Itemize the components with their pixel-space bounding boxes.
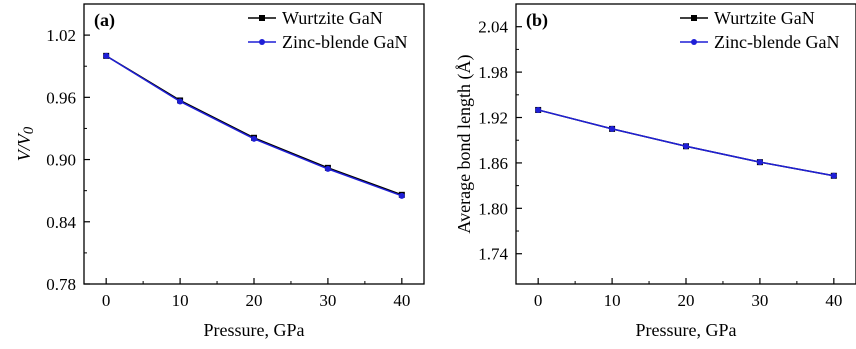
series-zincblende: [103, 52, 405, 199]
x-tick-label: 20: [246, 291, 263, 310]
series-line: [537, 109, 834, 177]
y-tick-label: 1.80: [478, 199, 508, 218]
data-point: [324, 165, 331, 172]
y-axis-title-subscript: 0: [21, 126, 37, 134]
legend: Wurtzite GaN Zinc-blende GaN: [680, 8, 839, 52]
series-line: [537, 109, 834, 177]
legend: Wurtzite GaN Zinc-blende GaN: [248, 8, 407, 52]
data-point: [103, 52, 110, 59]
y-tick-label: 1.02: [46, 26, 76, 45]
y-tick-label: 1.74: [478, 245, 508, 264]
y-tick-label: 1.86: [478, 154, 508, 173]
data-point: [683, 143, 689, 150]
y-tick-label: 2.04: [478, 18, 508, 37]
panel-a: 0 10 20 30 40 0.78 0.84 0.90 0.96 1.02 Pressure, G…: [14, 3, 425, 340]
x-tick-label: 10: [172, 291, 189, 310]
legend-marker: [691, 39, 697, 45]
data-point: [756, 159, 763, 166]
x-tick-label: 30: [319, 291, 336, 310]
legend-label: Zinc-blende GaN: [282, 32, 407, 52]
x-tick-label: 10: [604, 291, 621, 310]
y-tick-label: 1.98: [478, 63, 508, 82]
x-tick-label: 40: [825, 291, 842, 310]
data-point: [177, 98, 184, 105]
y-tick-label: 0.84: [46, 213, 76, 232]
data-point: [830, 172, 837, 179]
x-tick-label: 0: [102, 291, 111, 310]
x-axis-title: Pressure, GPa: [636, 320, 737, 340]
panel-label: (b): [526, 10, 548, 31]
x-tick-label: 20: [678, 291, 695, 310]
legend-marker: [259, 15, 265, 21]
legend-label: Zinc-blende GaN: [714, 32, 839, 52]
x-axis-title: Pressure, GPa: [204, 320, 305, 340]
y-axis-title-main: V/V: [14, 132, 34, 161]
data-point: [609, 125, 616, 132]
x-tick-label: 40: [393, 291, 410, 310]
x-tick-label: 30: [751, 291, 768, 310]
legend-marker: [259, 39, 265, 45]
y-axis-title: Average bond length (Å): [454, 54, 475, 233]
legend-label: Wurtzite GaN: [282, 8, 383, 28]
series-line: [105, 55, 403, 197]
data-point: [398, 192, 405, 199]
legend-marker: [691, 15, 697, 21]
series-line: [105, 55, 403, 196]
y-tick-label: 1.92: [478, 109, 508, 128]
series-wurtzite: [103, 52, 405, 198]
y-tick-label: 0.96: [46, 88, 76, 107]
panel-b: 0 10 20 30 40 1.74 1.80 1.86 1.92 1.98 2.04 Pressur…: [454, 3, 856, 340]
x-tick-label: 0: [534, 291, 543, 310]
panel-label: (a): [94, 10, 115, 31]
legend-label: Wurtzite GaN: [714, 8, 815, 28]
y-axis-title: V/V0: [14, 126, 37, 161]
data-point: [251, 135, 257, 142]
data-point: [535, 106, 542, 113]
y-tick-label: 0.90: [46, 151, 76, 170]
series-zincblende: [535, 106, 837, 179]
y-tick-label: 0.78: [46, 275, 76, 294]
